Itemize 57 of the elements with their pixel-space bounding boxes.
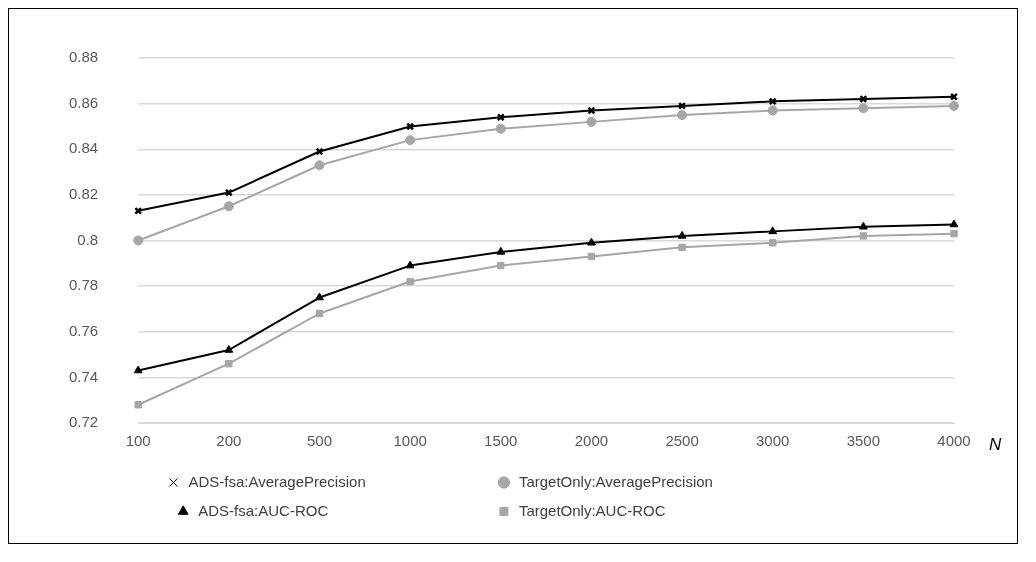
x-tick-label: 3000 — [756, 432, 790, 450]
x-axis-title: N — [989, 434, 1002, 454]
point — [406, 122, 415, 131]
point — [858, 221, 868, 230]
legend-label: ADS-fsa:AveragePrecision — [188, 472, 483, 490]
y-tick-label: 0.88 — [68, 48, 99, 66]
point — [858, 103, 869, 114]
point — [224, 345, 234, 353]
point — [133, 235, 144, 246]
point — [315, 309, 324, 318]
x-tick-label: 2000 — [574, 432, 609, 450]
point — [678, 243, 686, 252]
legend-label: TargetOnly:AveragePrecision — [518, 472, 818, 490]
x-tick-label: 200 — [216, 432, 242, 450]
y-tick-label: 0.72 — [68, 413, 99, 431]
point — [586, 116, 597, 127]
point — [677, 230, 687, 239]
y-tick-label: 0.86 — [68, 93, 99, 111]
point — [859, 232, 868, 240]
point — [769, 239, 777, 247]
y-tick-label: 0.78 — [68, 276, 99, 294]
point — [405, 260, 415, 269]
y-tick-label: 0.82 — [68, 185, 99, 203]
point — [497, 261, 505, 270]
point — [406, 277, 414, 286]
x-tick-label: 500 — [306, 432, 332, 450]
point — [859, 94, 868, 104]
point — [949, 100, 959, 111]
x-tick-label: 1500 — [484, 432, 518, 450]
point — [134, 401, 142, 409]
point — [223, 201, 234, 212]
point — [495, 123, 506, 134]
point — [496, 246, 506, 255]
point — [587, 252, 596, 261]
x-tick-label: 1000 — [393, 432, 427, 450]
y-tick-label: 0.76 — [68, 321, 99, 339]
point — [950, 229, 958, 238]
point — [405, 135, 416, 146]
point — [314, 160, 325, 171]
x-tick-label: 3500 — [846, 432, 881, 450]
legend-label: ADS-fsa:AUC-ROC — [198, 501, 483, 519]
y-tick-label: 0.8 — [77, 230, 99, 248]
point — [949, 219, 959, 228]
point — [587, 237, 596, 246]
point — [225, 360, 233, 368]
point — [677, 110, 688, 121]
x-tick-label: 4000 — [937, 432, 971, 450]
point — [767, 105, 778, 116]
y-tick-label: 0.84 — [68, 139, 99, 157]
y-tick-label: 0.74 — [68, 367, 99, 385]
legend-label: TargetOnly:AUC-ROC — [518, 501, 808, 519]
x-tick-label: 100 — [125, 432, 151, 450]
point — [133, 365, 143, 374]
point — [315, 292, 324, 301]
x-tick-label: 2500 — [665, 432, 699, 450]
point — [224, 188, 233, 197]
point — [768, 226, 778, 235]
